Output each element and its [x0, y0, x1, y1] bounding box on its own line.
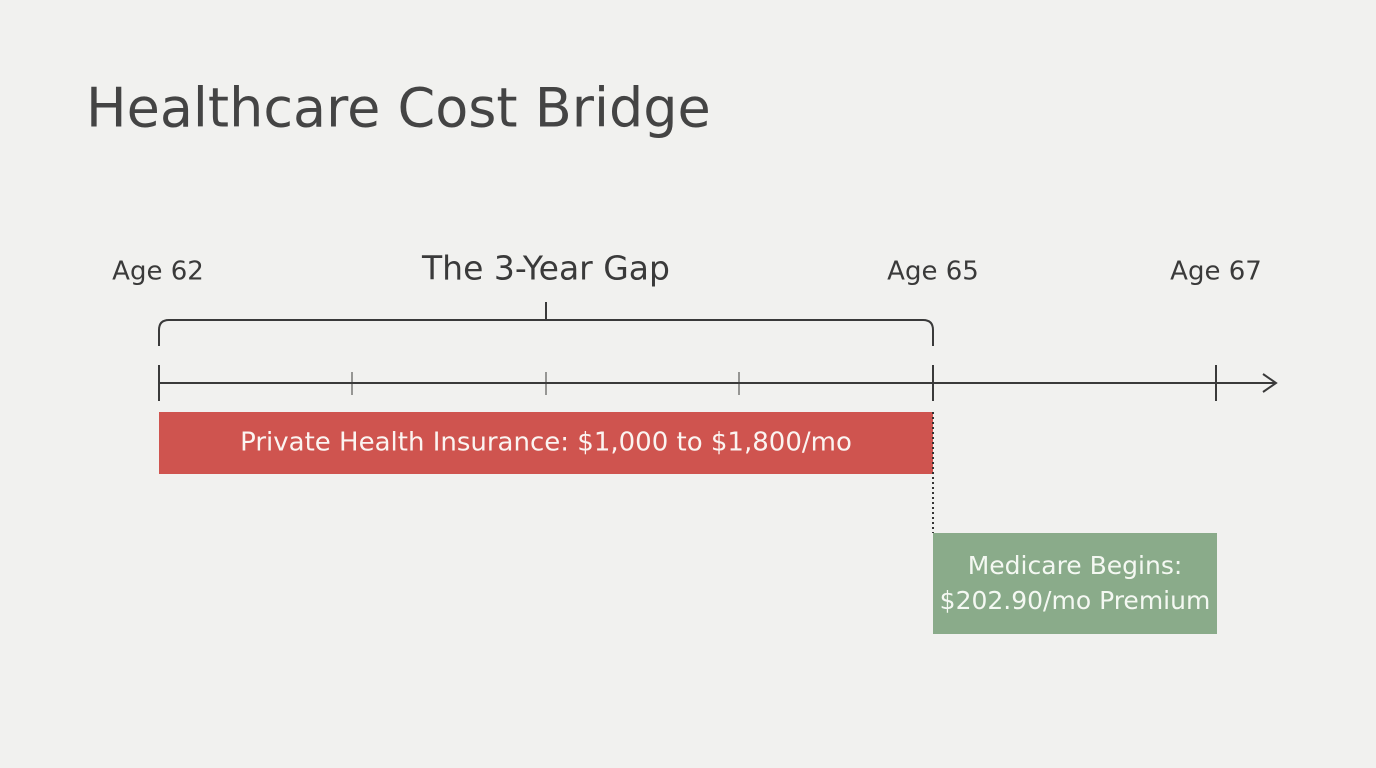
- medicare-box: [933, 533, 1217, 634]
- medicare-line: Medicare Begins:: [968, 551, 1183, 580]
- slide-title: Healthcare Cost Bridge: [86, 77, 711, 140]
- medicare-line: $202.90/mo Premium: [940, 586, 1211, 615]
- private-insurance-bar: [159, 412, 933, 474]
- medicare-age-label: Age 65: [887, 257, 979, 287]
- gap-label: The 3-Year Gap: [421, 249, 670, 288]
- end-label: Age 67: [1170, 257, 1262, 287]
- axis-arrow: [1262, 373, 1278, 393]
- timeline-axis: [158, 365, 1278, 401]
- start-label: Age 62: [112, 257, 204, 287]
- gap-bracket: [158, 302, 934, 346]
- private-insurance-label: Private Health Insurance: $1,000 to $1,8…: [240, 428, 852, 458]
